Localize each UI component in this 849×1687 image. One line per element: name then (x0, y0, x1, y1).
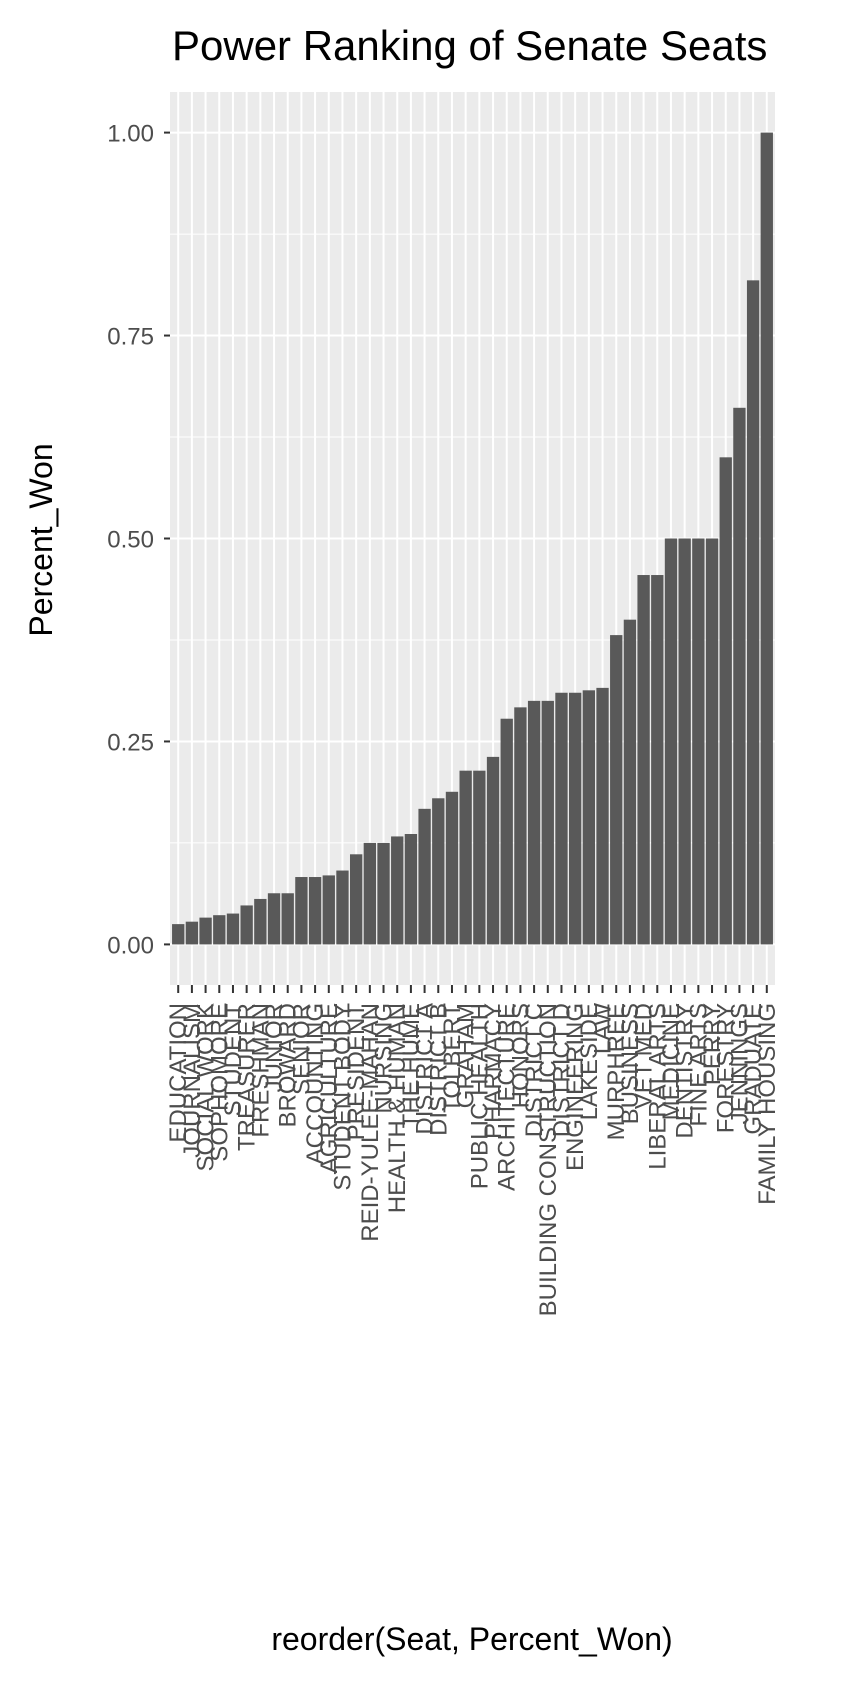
bar (733, 407, 746, 945)
bar (514, 707, 527, 945)
x-tick-label: MEDICINE (658, 1003, 685, 1120)
bar (322, 875, 335, 945)
bar (404, 834, 418, 945)
x-tick-label: VET MED (631, 1003, 658, 1109)
bar (213, 915, 226, 945)
x-tick-label: NURSING (371, 1003, 398, 1114)
bar (555, 692, 568, 945)
bar (527, 700, 541, 945)
bar (445, 791, 459, 945)
x-tick-label: GRAHAM (453, 1003, 480, 1108)
bar (664, 538, 678, 945)
bar (582, 690, 596, 945)
x-tick-label: LAKESIDE (576, 1003, 603, 1120)
x-tick-label: ACCOUNTING (302, 1003, 329, 1164)
x-tick-label: PERRY (699, 1003, 726, 1085)
bar (391, 836, 404, 945)
x-tick-label: FAMILY HOUSING (754, 1003, 781, 1205)
bar (623, 619, 637, 945)
bar (254, 898, 267, 945)
bar (418, 808, 431, 945)
bar (295, 877, 308, 945)
x-tick-label: SOCIAL WORK (193, 1003, 220, 1171)
bar (432, 798, 445, 945)
bar (500, 718, 513, 945)
x-tick-label: AGRICULTURE (316, 1003, 343, 1173)
bar (541, 700, 554, 945)
x-tick-label: ENGINEERING (562, 1003, 589, 1171)
x-tick-label: REID-YULEE-MAHAN (357, 1003, 384, 1242)
x-tick-label: SOPHOMORE (206, 1003, 233, 1162)
y-tick-label: 0.25 (107, 729, 154, 756)
bar (281, 893, 294, 945)
bar (705, 538, 719, 945)
x-tick-label: BUSINESS (617, 1003, 644, 1124)
y-tick-label: 0.75 (107, 324, 154, 351)
x-tick-label: FRESHMAN (247, 1003, 274, 1138)
x-tick-label: DISTRICT C (521, 1003, 548, 1137)
x-tick-label: THE HUME (398, 1003, 425, 1128)
bar (719, 457, 732, 945)
x-tick-label: STUDENT BODY (329, 1003, 356, 1191)
bar (637, 575, 650, 945)
bar (172, 924, 185, 945)
bar (678, 538, 691, 945)
bar (199, 917, 212, 945)
x-tick-label: BUILDING CONSTRUCTION (535, 1003, 562, 1316)
x-tick-label: DENTISTRY (672, 1003, 699, 1139)
bar (473, 770, 486, 945)
x-tick-label: HEALTH & HUMAN (384, 1003, 411, 1213)
bar (240, 905, 253, 945)
x-axis-label: reorder(Seat, Percent_Won) (271, 1621, 672, 1657)
x-tick-label: FORESTRY (713, 1003, 740, 1133)
x-tick-label: TOLBERT (439, 1003, 466, 1113)
bar (596, 687, 609, 945)
bar (226, 913, 240, 945)
bar (349, 854, 363, 945)
bar (610, 635, 623, 945)
x-tick-label: JOURNALISM (179, 1003, 206, 1158)
chart-title: Power Ranking of Senate Seats (172, 22, 767, 69)
bar (746, 280, 760, 945)
x-tick-label: GRADUATE (740, 1003, 767, 1135)
bar (692, 538, 705, 945)
x-tick-label: PHARMACY (480, 1003, 507, 1139)
x-tick-label: PRESIDENT (343, 1003, 370, 1141)
x-tick-label: TREASURER (234, 1003, 261, 1151)
x-tick-label: JENNINGS (726, 1003, 753, 1124)
bar (760, 132, 773, 945)
x-tick-label: ARCHITECTURE (494, 1003, 521, 1191)
x-tick-label: DISTRICT B (425, 1003, 452, 1136)
bar (185, 921, 199, 945)
x-tick-label: PUBLIC HEALTH (466, 1003, 493, 1189)
x-tick-label: DISTRICT D (548, 1003, 575, 1137)
y-tick-label: 0.50 (107, 527, 154, 554)
y-tick-label: 1.00 (107, 121, 154, 148)
x-tick-label: FINE ARTS (685, 1003, 712, 1127)
x-tick-label: MURPHREE (603, 1003, 630, 1140)
x-tick-label: DISTRICT A (412, 1003, 439, 1135)
bar (568, 692, 582, 945)
x-tick-label: JUNIOR (261, 1003, 288, 1092)
x-tick-label: BROWARD (275, 1003, 302, 1127)
x-tick-label: STUDENT (220, 1003, 247, 1117)
x-tick-label: SENIOR (288, 1003, 315, 1095)
bar (267, 893, 281, 945)
bar (486, 756, 500, 945)
x-tick-label: EDUCATION (165, 1003, 192, 1143)
bar (377, 842, 390, 945)
y-tick-label: 0.00 (107, 932, 154, 959)
bar (651, 575, 664, 945)
x-tick-label: HONORS (507, 1003, 534, 1108)
bar (308, 877, 322, 945)
x-tick-label: LIBERAL ARTS (644, 1003, 671, 1170)
bar (363, 842, 377, 945)
y-axis-label: Percent_Won (23, 443, 59, 636)
x-tick-label: LAW (590, 1003, 617, 1054)
bar (459, 770, 472, 945)
bar (336, 870, 349, 945)
